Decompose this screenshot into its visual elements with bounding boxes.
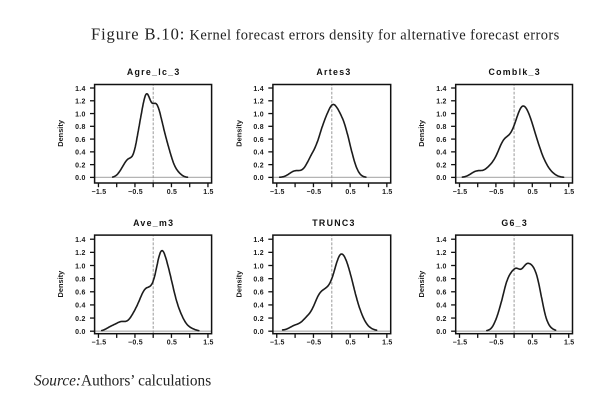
svg-text:−0.5: −0.5 bbox=[489, 340, 504, 347]
svg-text:1.2: 1.2 bbox=[75, 250, 85, 257]
svg-text:0.2: 0.2 bbox=[75, 162, 85, 169]
svg-text:0.4: 0.4 bbox=[436, 150, 446, 157]
svg-text:1.2: 1.2 bbox=[253, 250, 263, 257]
svg-text:1.4: 1.4 bbox=[253, 86, 263, 93]
svg-text:0.0: 0.0 bbox=[75, 329, 85, 336]
svg-text:1.2: 1.2 bbox=[436, 99, 446, 106]
svg-text:1.0: 1.0 bbox=[436, 263, 446, 270]
svg-text:0.4: 0.4 bbox=[253, 150, 263, 157]
svg-text:1.0: 1.0 bbox=[253, 111, 263, 118]
svg-text:0.8: 0.8 bbox=[253, 124, 263, 131]
svg-text:0.0: 0.0 bbox=[436, 175, 446, 182]
svg-text:1.5: 1.5 bbox=[382, 340, 392, 347]
svg-text:G6_3: G6_3 bbox=[501, 218, 528, 228]
svg-text:Agre_lc_3: Agre_lc_3 bbox=[127, 67, 181, 77]
svg-text:0.5: 0.5 bbox=[528, 189, 538, 196]
svg-text:Figure B.10:: Figure B.10: bbox=[91, 25, 185, 44]
svg-text:1.5: 1.5 bbox=[564, 340, 574, 347]
svg-text:0.5: 0.5 bbox=[345, 340, 355, 347]
svg-text:0.6: 0.6 bbox=[253, 290, 263, 297]
svg-text:Ave_m3: Ave_m3 bbox=[133, 218, 174, 228]
svg-text:Artes3: Artes3 bbox=[316, 67, 351, 77]
svg-text:0.6: 0.6 bbox=[436, 290, 446, 297]
svg-text:0.4: 0.4 bbox=[75, 303, 85, 310]
svg-text:0.6: 0.6 bbox=[436, 137, 446, 144]
svg-text:1.0: 1.0 bbox=[436, 111, 446, 118]
svg-text:0.4: 0.4 bbox=[75, 150, 85, 157]
svg-text:Source:Authors’ calculations: Source:Authors’ calculations bbox=[34, 373, 211, 390]
svg-text:0.4: 0.4 bbox=[253, 303, 263, 310]
svg-text:1.5: 1.5 bbox=[564, 189, 574, 196]
svg-text:1.4: 1.4 bbox=[436, 86, 446, 93]
svg-text:−1.5: −1.5 bbox=[453, 340, 468, 347]
svg-text:Density: Density bbox=[56, 119, 65, 147]
svg-text:1.0: 1.0 bbox=[253, 263, 263, 270]
svg-text:Density: Density bbox=[234, 270, 243, 298]
svg-text:Density: Density bbox=[56, 270, 65, 298]
svg-text:0.4: 0.4 bbox=[436, 303, 446, 310]
svg-text:1.2: 1.2 bbox=[253, 99, 263, 106]
svg-text:0.2: 0.2 bbox=[253, 162, 263, 169]
svg-text:Comblk_3: Comblk_3 bbox=[488, 67, 540, 77]
svg-text:0.6: 0.6 bbox=[253, 137, 263, 144]
svg-text:Density: Density bbox=[417, 119, 426, 147]
svg-text:0.8: 0.8 bbox=[436, 276, 446, 283]
svg-text:0.5: 0.5 bbox=[167, 189, 177, 196]
svg-text:1.5: 1.5 bbox=[203, 340, 213, 347]
svg-text:1.5: 1.5 bbox=[382, 189, 392, 196]
svg-text:1.2: 1.2 bbox=[75, 99, 85, 106]
svg-text:1.4: 1.4 bbox=[253, 237, 263, 244]
svg-text:−1.5: −1.5 bbox=[270, 340, 285, 347]
svg-text:0.6: 0.6 bbox=[75, 290, 85, 297]
svg-text:0.0: 0.0 bbox=[253, 329, 263, 336]
svg-text:−0.5: −0.5 bbox=[307, 189, 322, 196]
svg-text:0.6: 0.6 bbox=[75, 137, 85, 144]
svg-text:−1.5: −1.5 bbox=[92, 189, 107, 196]
svg-text:Kernel forecast errors density: Kernel forecast errors density for alter… bbox=[190, 28, 560, 44]
svg-text:0.2: 0.2 bbox=[75, 316, 85, 323]
svg-text:0.0: 0.0 bbox=[253, 175, 263, 182]
svg-text:TRUNC3: TRUNC3 bbox=[312, 218, 355, 228]
svg-text:1.4: 1.4 bbox=[436, 237, 446, 244]
svg-text:1.0: 1.0 bbox=[75, 263, 85, 270]
svg-text:0.5: 0.5 bbox=[167, 340, 177, 347]
svg-text:0.8: 0.8 bbox=[253, 276, 263, 283]
svg-text:0.5: 0.5 bbox=[528, 340, 538, 347]
svg-text:0.2: 0.2 bbox=[436, 162, 446, 169]
svg-text:1.5: 1.5 bbox=[203, 189, 213, 196]
svg-text:−1.5: −1.5 bbox=[92, 340, 107, 347]
svg-text:Density: Density bbox=[234, 119, 243, 147]
svg-text:0.2: 0.2 bbox=[253, 316, 263, 323]
svg-text:0.8: 0.8 bbox=[75, 276, 85, 283]
svg-text:0.2: 0.2 bbox=[436, 316, 446, 323]
svg-text:Density: Density bbox=[417, 270, 426, 298]
svg-text:1.2: 1.2 bbox=[436, 250, 446, 257]
svg-text:0.0: 0.0 bbox=[436, 329, 446, 336]
svg-text:−0.5: −0.5 bbox=[489, 189, 504, 196]
svg-text:−1.5: −1.5 bbox=[270, 189, 285, 196]
svg-text:−0.5: −0.5 bbox=[128, 340, 143, 347]
svg-text:−1.5: −1.5 bbox=[453, 189, 468, 196]
svg-text:0.8: 0.8 bbox=[436, 124, 446, 131]
svg-text:0.0: 0.0 bbox=[75, 175, 85, 182]
svg-text:1.4: 1.4 bbox=[75, 86, 85, 93]
svg-text:1.4: 1.4 bbox=[75, 237, 85, 244]
svg-text:−0.5: −0.5 bbox=[307, 340, 322, 347]
svg-text:1.0: 1.0 bbox=[75, 111, 85, 118]
svg-text:0.5: 0.5 bbox=[345, 189, 355, 196]
svg-text:−0.5: −0.5 bbox=[128, 189, 143, 196]
svg-text:0.8: 0.8 bbox=[75, 124, 85, 131]
